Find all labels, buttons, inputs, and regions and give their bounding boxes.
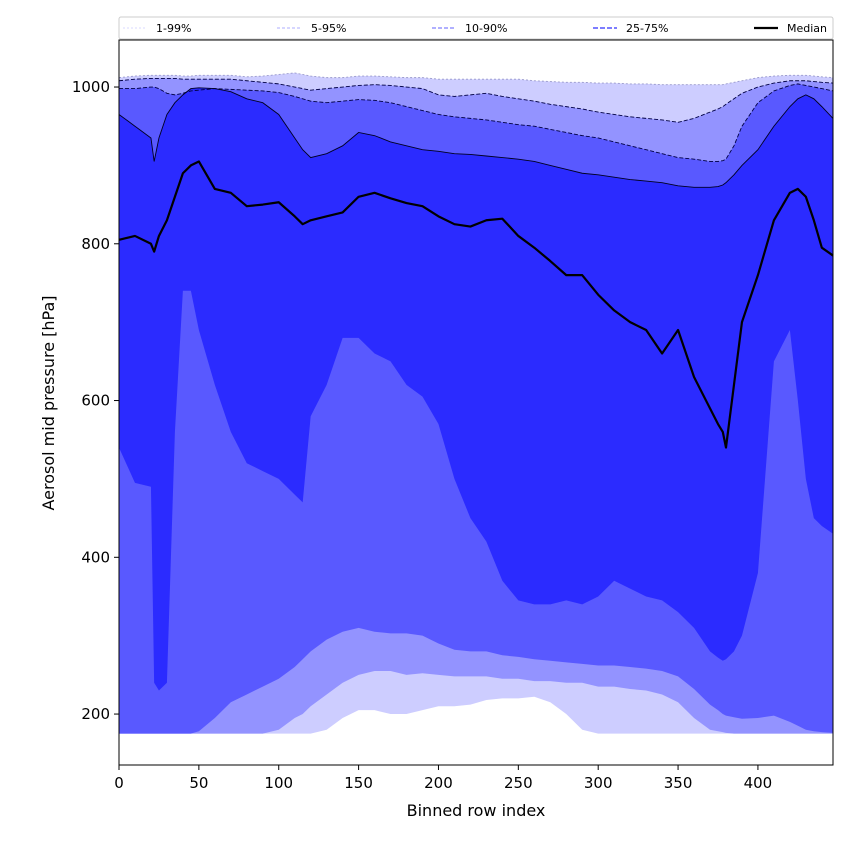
plot-frame bbox=[118, 39, 834, 766]
band-edge-lines bbox=[118, 72, 834, 188]
median-line bbox=[118, 160, 834, 449]
x-tick-label: 100 bbox=[264, 774, 293, 792]
legend-item-25-75-label: 25-75% bbox=[626, 22, 668, 35]
band-10-90-upper-edge bbox=[119, 83, 834, 162]
y-tick-label: 400 bbox=[81, 548, 110, 566]
x-tick-label: 150 bbox=[344, 774, 373, 792]
legend-item-10-90-label: 10-90% bbox=[465, 22, 507, 35]
y-axis-label: Aerosol mid pressure [hPa] bbox=[39, 295, 58, 510]
percentile-bands bbox=[119, 72, 833, 734]
legend-item-5-95-label: 5-95% bbox=[311, 22, 346, 35]
x-axis-label: Binned row index bbox=[407, 801, 546, 820]
legend-item-median-label: Median bbox=[787, 22, 827, 35]
x-tick-label: 0 bbox=[114, 774, 124, 792]
y-tick-label: 1000 bbox=[72, 78, 110, 96]
y-tick-label: 200 bbox=[81, 705, 110, 723]
band-1-99-upper-edge bbox=[118, 72, 834, 86]
x-tick-label: 400 bbox=[744, 774, 773, 792]
band-25-75-upper-edge bbox=[118, 87, 834, 188]
band-5-95-upper-edge bbox=[118, 77, 834, 123]
x-tick-label: 300 bbox=[584, 774, 613, 792]
x-tick-label: 250 bbox=[504, 774, 533, 792]
x-axis: 0 50 100 150 200 250 300 350 400 bbox=[114, 765, 772, 792]
y-tick-label: 800 bbox=[81, 235, 110, 253]
legend-frame bbox=[118, 16, 834, 40]
x-tick-label: 50 bbox=[189, 774, 208, 792]
x-tick-label: 350 bbox=[664, 774, 693, 792]
legend: 1-99% 5-95% 10-90% 25-75% Median bbox=[118, 16, 834, 40]
y-axis: 200 400 600 800 1000 bbox=[72, 78, 119, 723]
x-tick-label: 200 bbox=[424, 774, 453, 792]
legend-item-1-99-label: 1-99% bbox=[156, 22, 191, 35]
y-tick-label: 600 bbox=[81, 392, 110, 410]
band-25-75 bbox=[119, 87, 833, 691]
